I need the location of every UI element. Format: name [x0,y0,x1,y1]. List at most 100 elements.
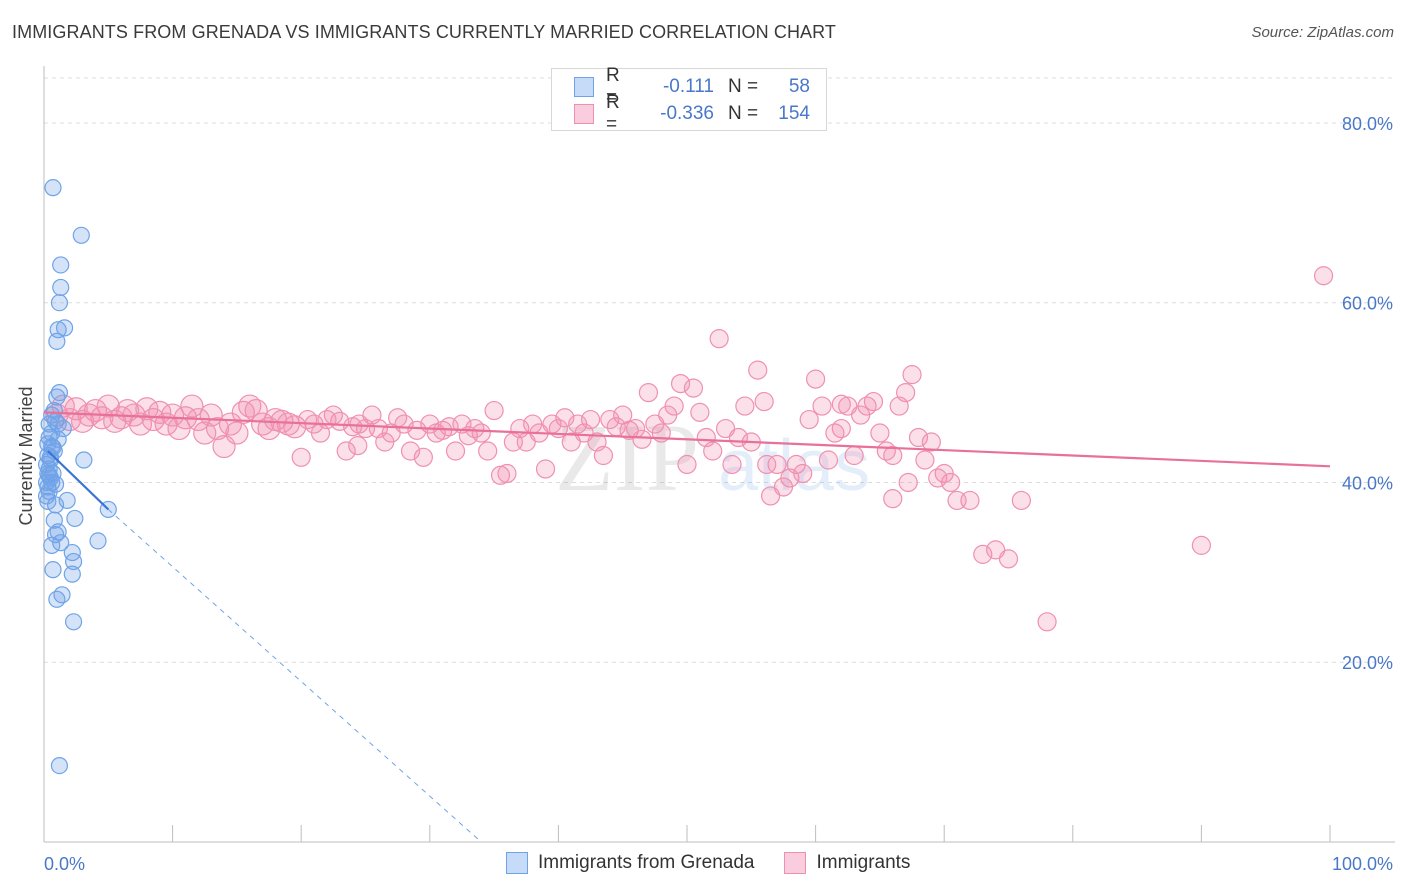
x-tick-label: 0.0% [44,854,85,874]
legend-label-grenada: Immigrants from Grenada [538,852,755,873]
data-point-immigrants [709,329,729,349]
x-tick-labels: 0.0% 100.0% [44,854,1393,874]
data-point-immigrants [1011,490,1031,511]
data-point-immigrants [844,445,864,466]
legend-swatch-blue [506,852,528,874]
n-label: N = [728,76,759,97]
data-point-immigrants [677,454,697,475]
data-point-grenada [52,256,70,274]
data-point-immigrants [580,409,601,430]
data-point-grenada [39,492,57,510]
data-point-immigrants [960,490,980,511]
data-point-immigrants [898,472,918,493]
data-point-immigrants [90,406,114,430]
data-point-immigrants [638,382,659,403]
data-point-immigrants [883,445,903,466]
data-point-grenada [50,756,69,775]
trend-lines [43,411,1331,843]
data-point-immigrants [735,396,755,416]
data-point-grenada [63,565,81,583]
data-point-immigrants [291,447,311,467]
data-point-grenada [48,332,66,350]
r-label: R = [606,65,620,108]
data-point-immigrants [348,436,368,456]
data-point-grenada [48,388,66,406]
data-point-grenada [75,451,93,469]
data-point-immigrants [799,409,819,430]
data-point-immigrants [135,397,159,421]
data-point-immigrants [413,447,433,467]
data-point-immigrants [535,459,556,479]
data-point-immigrants [902,365,922,385]
y-tick-label: 80.0% [1342,114,1393,134]
data-point-immigrants [96,394,120,418]
data-point-immigrants [870,423,890,443]
watermark-atlas: atlas [718,426,870,506]
data-point-immigrants [896,382,916,403]
data-point-immigrants [683,378,704,398]
n-label: N = [728,103,759,124]
data-point-immigrants [921,432,941,452]
trend-line-grenada [47,450,110,511]
data-point-immigrants [748,360,768,380]
r-value: -0.111 [662,76,714,97]
series-legend: Immigrants from Grenada Immigrants [506,852,940,874]
x-tick-label: 100.0% [1332,854,1393,874]
data-point-grenada [44,438,62,457]
data-point-grenada [41,448,60,466]
data-point-grenada [37,487,56,505]
data-point-immigrants [915,450,935,470]
data-point-immigrants [478,441,498,461]
data-point-immigrants [600,409,620,430]
n-value: 58 [788,76,810,97]
data-point-immigrants [805,369,826,389]
data-point-grenada [50,383,69,402]
data-point-immigrants [1313,266,1334,286]
data-point-immigrants [818,450,839,470]
data-point-immigrants [484,400,504,421]
data-point-grenada [89,532,107,550]
data-point-grenada [50,294,69,312]
legend-item-grenada: Immigrants from Grenada [506,852,754,874]
legend-item-immigrants: Immigrants [784,852,910,874]
data-point-immigrants [1037,612,1057,632]
data-point-grenada [54,419,72,438]
data-point-immigrants [206,416,230,441]
data-point-immigrants [1191,535,1212,555]
data-point-immigrants [941,472,961,493]
legend-row-immigrants: R = -0.336 N = 154 [574,92,810,135]
data-point-immigrants [757,454,777,475]
data-point-grenada [44,179,62,197]
data-point-immigrants [831,418,851,439]
grenada-points [37,179,117,775]
data-point-grenada [66,509,84,528]
y-tick-label: 20.0% [1342,653,1393,673]
correlation-legend: R = -0.111 N = 58 R = -0.336 N = 154 [551,65,827,135]
data-point-immigrants [141,407,165,432]
data-point-immigrants [336,441,356,461]
legend-row-grenada: R = -0.111 N = 58 [574,65,810,108]
data-point-immigrants [471,423,491,443]
data-point-immigrants [812,396,832,416]
data-point-grenada [43,536,61,554]
data-point-immigrants [180,394,204,418]
n-value: 154 [778,103,810,124]
data-point-immigrants [793,463,813,484]
y-tick-labels: 20.0% 40.0% 60.0% 80.0% [1342,114,1393,673]
legend-swatch-pink [784,852,807,874]
data-point-immigrants [231,400,255,424]
legend-swatch-pink [574,104,594,124]
data-point-immigrants [497,463,517,484]
data-point-grenada [48,590,66,608]
r-label: R = [606,92,620,135]
y-tick-label: 40.0% [1342,473,1393,493]
source-note: Source: ZipAtlas.com [1251,24,1394,41]
axes [43,66,1395,843]
data-point-grenada [64,613,83,631]
data-point-immigrants [690,402,710,422]
gridlines [44,77,1395,663]
data-point-immigrants [452,414,472,434]
data-point-grenada [63,543,81,562]
data-point-immigrants [722,454,742,475]
data-point-grenada [72,226,90,244]
